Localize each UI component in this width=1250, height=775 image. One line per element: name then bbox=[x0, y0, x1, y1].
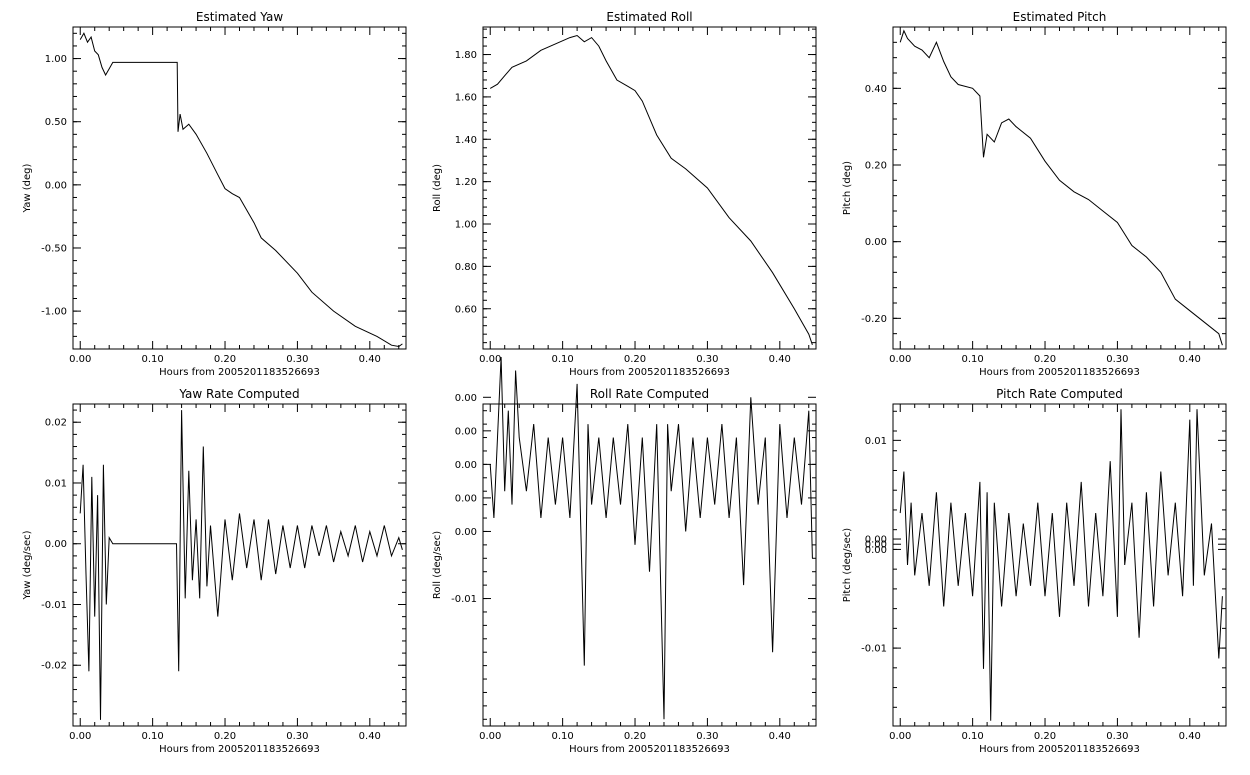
y-axis-label: Pitch (deg) bbox=[842, 161, 853, 215]
chart-panel-4: Yaw Rate Computed 0.00 0.10 0.20 0.30 0.40 -0.… bbox=[22, 387, 407, 755]
y-axis-label: Yaw (deg) bbox=[22, 163, 33, 213]
x-tick-label: 0.30 bbox=[286, 731, 308, 742]
y-tick-label: 0.00 bbox=[865, 540, 887, 551]
y-tick-label: -0.02 bbox=[41, 661, 67, 672]
y-tick-label: -0.01 bbox=[861, 644, 887, 655]
y-tick-label: 1.40 bbox=[455, 135, 477, 146]
x-tick-label: 0.00 bbox=[889, 354, 911, 365]
chart-panel-2: Estimated Roll 0.00 0.10 0.20 0.30 0.40 0.60 0.… bbox=[432, 10, 817, 378]
chart-title: Roll Rate Computed bbox=[590, 387, 709, 401]
plot-frame bbox=[72, 26, 407, 350]
y-axis-label: Roll (deg/sec) bbox=[432, 531, 443, 599]
chart-title: Estimated Pitch bbox=[1013, 10, 1107, 24]
x-tick-label: 0.30 bbox=[1106, 731, 1128, 742]
x-tick-label: 0.10 bbox=[141, 354, 163, 365]
y-tick-label: 0.00 bbox=[455, 527, 477, 538]
y-tick-label: 0.50 bbox=[45, 117, 67, 128]
y-tick-label: -0.50 bbox=[41, 243, 67, 254]
series-line bbox=[489, 34, 813, 345]
x-tick-label: 0.20 bbox=[624, 354, 646, 365]
x-tick-label: 0.40 bbox=[359, 731, 381, 742]
x-axis-label: Hours from 2005201183526693 bbox=[159, 744, 320, 755]
x-tick-label: 0.10 bbox=[551, 354, 573, 365]
chart-title: Estimated Roll bbox=[606, 10, 692, 24]
x-tick-label: 0.10 bbox=[961, 731, 983, 742]
y-tick-label: 1.00 bbox=[45, 54, 67, 65]
y-tick-label: 0.00 bbox=[455, 426, 477, 437]
y-tick-label: 0.40 bbox=[865, 84, 887, 95]
series-line bbox=[899, 29, 1223, 346]
x-tick-label: 0.20 bbox=[214, 731, 236, 742]
y-tick-label: -1.00 bbox=[41, 307, 67, 318]
y-tick-label: 0.00 bbox=[455, 393, 477, 404]
y-tick-label: 0.01 bbox=[45, 478, 67, 489]
y-axis-label: Yaw (deg/sec) bbox=[22, 530, 33, 600]
chart-title: Yaw Rate Computed bbox=[178, 387, 299, 401]
x-axis-label: Hours from 2005201183526693 bbox=[159, 367, 320, 378]
x-tick-label: 0.40 bbox=[769, 731, 791, 742]
y-tick-label: 0.00 bbox=[865, 535, 887, 546]
y-tick-label: 0.00 bbox=[455, 493, 477, 504]
x-tick-label: 0.40 bbox=[769, 354, 791, 365]
y-tick-label: 0.80 bbox=[455, 262, 477, 273]
x-tick-label: 0.30 bbox=[1106, 354, 1128, 365]
y-tick-label: 1.60 bbox=[455, 92, 477, 103]
y-tick-label: 1.80 bbox=[455, 50, 477, 61]
chart-panel-6: Pitch Rate Computed 0.00 0.10 0.20 0.30 0.40 -… bbox=[842, 387, 1227, 755]
x-tick-label: 0.10 bbox=[551, 731, 573, 742]
chart-title: Pitch Rate Computed bbox=[996, 387, 1123, 401]
x-tick-label: 0.20 bbox=[214, 354, 236, 365]
x-axis-label: Hours from 2005201183526693 bbox=[569, 367, 730, 378]
series-line bbox=[79, 410, 403, 720]
x-tick-label: 0.00 bbox=[69, 731, 91, 742]
x-tick-label: 0.30 bbox=[696, 731, 718, 742]
x-tick-label: 0.40 bbox=[1179, 354, 1201, 365]
y-axis-label: Pitch (deg/sec) bbox=[842, 528, 853, 603]
y-tick-label: 0.00 bbox=[865, 545, 887, 556]
x-tick-label: 0.40 bbox=[1179, 731, 1201, 742]
y-tick-label: 1.00 bbox=[455, 220, 477, 231]
plot-frame bbox=[72, 403, 407, 727]
x-axis-label: Hours from 2005201183526693 bbox=[979, 744, 1140, 755]
y-tick-label: 0.02 bbox=[45, 418, 67, 429]
y-tick-label: 0.00 bbox=[455, 460, 477, 471]
x-tick-label: 0.30 bbox=[286, 354, 308, 365]
plot-frame bbox=[892, 403, 1227, 727]
x-tick-label: 0.00 bbox=[889, 731, 911, 742]
x-tick-label: 0.40 bbox=[359, 354, 381, 365]
x-axis-label: Hours from 2005201183526693 bbox=[569, 744, 730, 755]
series-line bbox=[79, 32, 403, 348]
chart-panel-3: Estimated Pitch 0.00 0.10 0.20 0.30 0.40 -0.20… bbox=[842, 10, 1227, 378]
plot-frame bbox=[892, 26, 1227, 350]
chart-title: Estimated Yaw bbox=[196, 10, 283, 24]
y-axis-label: Roll (deg) bbox=[432, 164, 443, 212]
x-tick-label: 0.00 bbox=[479, 731, 501, 742]
x-tick-label: 0.00 bbox=[479, 354, 501, 365]
y-tick-label: 1.20 bbox=[455, 177, 477, 188]
chart-panel-1: Estimated Yaw 0.00 0.10 0.20 0.30 0.40 -1.00 -0… bbox=[22, 10, 407, 378]
y-tick-label: 0.00 bbox=[45, 539, 67, 550]
y-tick-label: -0.01 bbox=[451, 594, 477, 605]
y-tick-label: 0.20 bbox=[865, 161, 887, 172]
chart-panel-5: Roll Rate Computed 0.00 0.10 0.20 0.30 0.40 -0… bbox=[432, 356, 817, 755]
x-axis-label: Hours from 2005201183526693 bbox=[979, 367, 1140, 378]
x-tick-label: 0.10 bbox=[141, 731, 163, 742]
x-tick-label: 0.20 bbox=[1034, 731, 1056, 742]
y-tick-label: -0.01 bbox=[41, 600, 67, 611]
x-tick-label: 0.10 bbox=[961, 354, 983, 365]
x-tick-label: 0.00 bbox=[69, 354, 91, 365]
x-tick-label: 0.20 bbox=[624, 731, 646, 742]
y-tick-label: 0.60 bbox=[455, 304, 477, 315]
y-tick-label: 0.00 bbox=[45, 180, 67, 191]
y-tick-label: 0.01 bbox=[865, 436, 887, 447]
x-tick-label: 0.20 bbox=[1034, 354, 1056, 365]
y-tick-label: -0.20 bbox=[861, 314, 887, 325]
series-line bbox=[899, 409, 1223, 721]
plot-frame bbox=[482, 26, 817, 350]
series-line bbox=[489, 356, 813, 720]
x-tick-label: 0.30 bbox=[696, 354, 718, 365]
y-tick-label: 0.00 bbox=[865, 237, 887, 248]
